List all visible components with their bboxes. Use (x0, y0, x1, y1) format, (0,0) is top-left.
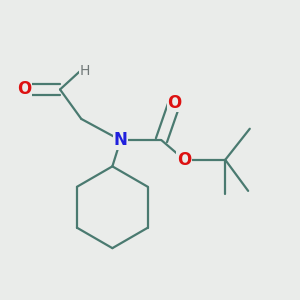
Text: H: H (80, 64, 90, 79)
Text: O: O (167, 94, 182, 112)
Text: O: O (17, 80, 31, 98)
Text: N: N (114, 131, 128, 149)
Text: O: O (177, 151, 191, 169)
